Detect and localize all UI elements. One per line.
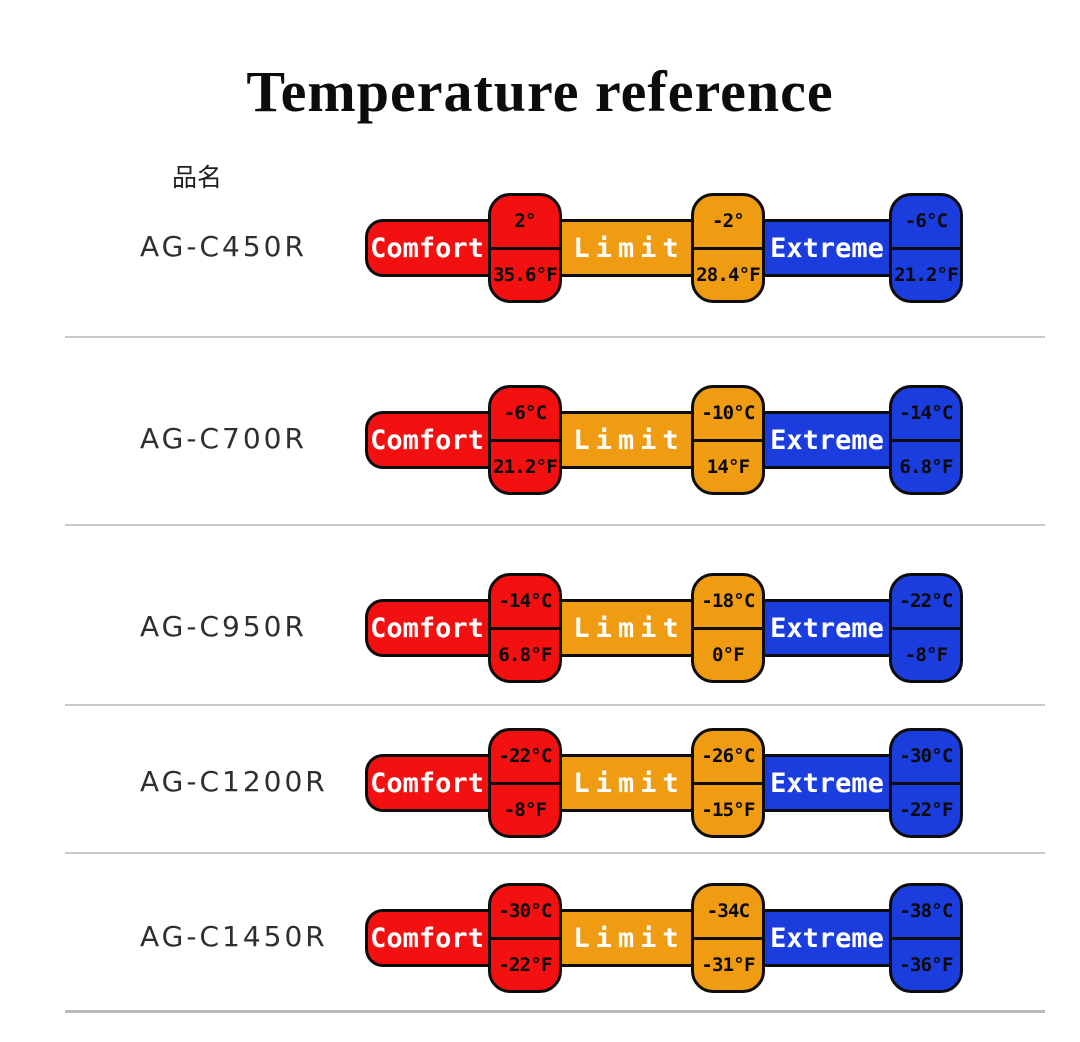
comfort-boundary-pill: -22°C -8°F (488, 728, 562, 838)
limit-boundary-pill: -34C -31°F (691, 883, 765, 993)
extreme-boundary-fahrenheit: -22°F (892, 781, 960, 836)
product-model-label: AG-C1200R (140, 765, 328, 799)
limit-zone-label: Limit (573, 232, 685, 264)
limit-boundary-fahrenheit: 28.4°F (694, 246, 762, 301)
limit-boundary-celsius: -34C (706, 900, 750, 923)
limit-boundary-celsius: -2° (712, 210, 745, 233)
bottom-separator (65, 1010, 1045, 1013)
product-row: AG-C950R Comfort Limit Extreme -14°C 6.8… (0, 553, 1080, 703)
product-name-column-header: 品名 (172, 163, 223, 192)
extreme-zone-label: Extreme (770, 922, 884, 954)
limit-boundary-pill: -10°C 14°F (691, 385, 765, 495)
product-model-label: AG-C700R (140, 422, 307, 456)
limit-boundary-pill: -18°C 0°F (691, 573, 765, 683)
extreme-boundary-pill: -22°C -8°F (889, 573, 963, 683)
comfort-zone-label: Comfort (370, 767, 484, 799)
product-model-label: AG-C1450R (140, 920, 328, 954)
comfort-boundary-fahrenheit: -8°F (491, 781, 559, 836)
comfort-boundary-fahrenheit: -22°F (491, 936, 559, 991)
extreme-boundary-fahrenheit: 6.8°F (892, 438, 960, 493)
limit-boundary-fahrenheit: -31°F (694, 936, 762, 991)
extreme-boundary-celsius: -38°C (899, 900, 953, 923)
page-title: Temperature reference (246, 59, 834, 124)
comfort-boundary-celsius: -6°C (503, 402, 547, 425)
limit-boundary-pill: -26°C -15°F (691, 728, 765, 838)
limit-zone-label: Limit (573, 612, 685, 644)
limit-zone-label: Limit (573, 424, 685, 456)
comfort-zone-label: Comfort (370, 922, 484, 954)
extreme-boundary-fahrenheit: 21.2°F (892, 246, 960, 301)
limit-boundary-celsius: -26°C (701, 745, 755, 768)
limit-boundary-fahrenheit: 0°F (694, 626, 762, 681)
comfort-boundary-pill: -6°C 21.2°F (488, 385, 562, 495)
limit-boundary-fahrenheit: -15°F (694, 781, 762, 836)
limit-boundary-celsius: -10°C (701, 402, 755, 425)
product-row: AG-C450R Comfort Limit Extreme 2° 35.6°F… (0, 173, 1080, 323)
limit-boundary-pill: -2° 28.4°F (691, 193, 765, 303)
comfort-zone-label: Comfort (370, 424, 484, 456)
extreme-boundary-pill: -38°C -36°F (889, 883, 963, 993)
comfort-zone-label: Comfort (370, 612, 484, 644)
extreme-boundary-celsius: -30°C (899, 745, 953, 768)
extreme-boundary-pill: -30°C -22°F (889, 728, 963, 838)
comfort-boundary-pill: 2° 35.6°F (488, 193, 562, 303)
extreme-zone-label: Extreme (770, 424, 884, 456)
row-separator (65, 336, 1045, 338)
limit-zone-label: Limit (573, 922, 685, 954)
row-separator (65, 852, 1045, 854)
row-separator (65, 524, 1045, 526)
product-row: AG-C700R Comfort Limit Extreme -6°C 21.2… (0, 365, 1080, 515)
comfort-boundary-celsius: 2° (514, 210, 536, 233)
comfort-boundary-fahrenheit: 35.6°F (491, 246, 559, 301)
product-row: AG-C1200R Comfort Limit Extreme -22°C -8… (0, 708, 1080, 858)
comfort-boundary-celsius: -30°C (498, 900, 552, 923)
extreme-boundary-fahrenheit: -8°F (892, 626, 960, 681)
limit-boundary-fahrenheit: 14°F (694, 438, 762, 493)
comfort-zone-label: Comfort (370, 232, 484, 264)
extreme-zone-label: Extreme (770, 612, 884, 644)
product-model-label: AG-C450R (140, 230, 307, 264)
extreme-boundary-pill: -6°C 21.2°F (889, 193, 963, 303)
extreme-boundary-pill: -14°C 6.8°F (889, 385, 963, 495)
comfort-boundary-pill: -14°C 6.8°F (488, 573, 562, 683)
product-model-label: AG-C950R (140, 610, 307, 644)
extreme-boundary-celsius: -22°C (899, 590, 953, 613)
extreme-zone-label: Extreme (770, 767, 884, 799)
comfort-boundary-celsius: -14°C (498, 590, 552, 613)
product-row: AG-C1450R Comfort Limit Extreme -30°C -2… (0, 863, 1080, 1013)
comfort-boundary-celsius: -22°C (498, 745, 552, 768)
extreme-boundary-fahrenheit: -36°F (892, 936, 960, 991)
limit-zone-label: Limit (573, 767, 685, 799)
extreme-boundary-celsius: -6°C (904, 210, 948, 233)
row-separator (65, 704, 1045, 706)
comfort-boundary-pill: -30°C -22°F (488, 883, 562, 993)
limit-boundary-celsius: -18°C (701, 590, 755, 613)
extreme-boundary-celsius: -14°C (899, 402, 953, 425)
comfort-boundary-fahrenheit: 6.8°F (491, 626, 559, 681)
comfort-boundary-fahrenheit: 21.2°F (491, 438, 559, 493)
extreme-zone-label: Extreme (770, 232, 884, 264)
